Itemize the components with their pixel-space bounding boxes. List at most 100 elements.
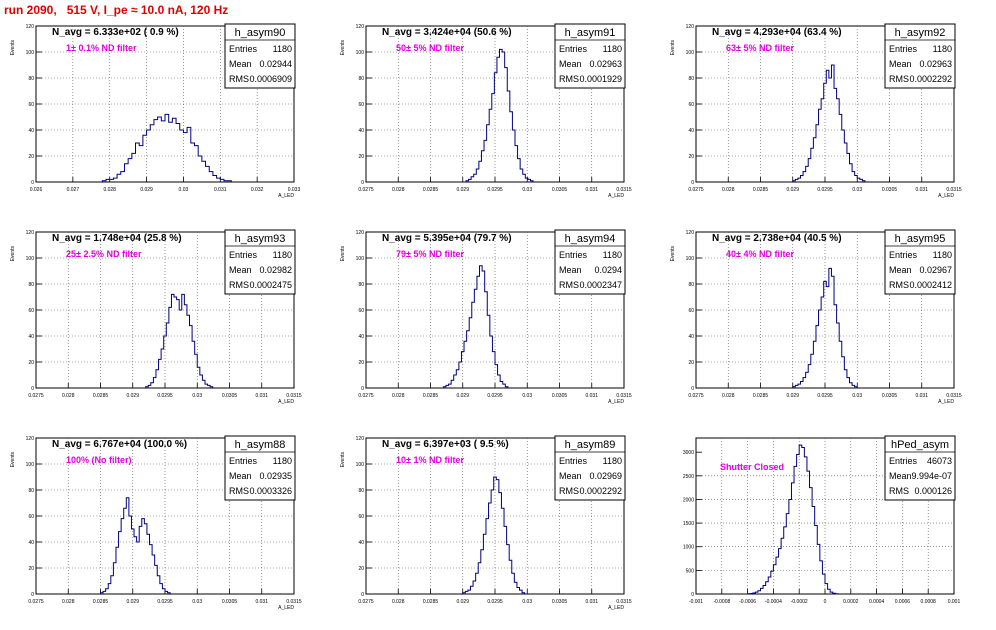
run-title: run 2090, 515 V, I_pe ≈ 10.0 nA, 120 Hz [4,3,229,17]
histogram-name: h_asym91 [565,27,616,39]
y-tick-label: 120 [26,436,35,442]
y-tick-label: 0 [361,592,364,598]
stat-value: 1180 [933,44,952,54]
histogram-series [145,293,214,388]
histogram-svg: 0.026 0.027 0.028 0.029 0.03 0.031 0.032 0.033 0… [10,23,300,199]
y-axis-label: Events [340,40,346,56]
x-axis-label: A_LED [278,399,294,405]
x-tick-label: 0.0315 [616,599,632,605]
x-tick-label: 0.031 [915,393,928,399]
navg-label: N_avg = 3.424e+04 (50.6 %) [382,27,512,38]
x-tick-label: 0 [824,599,827,605]
y-tick-label: 80 [358,488,364,494]
stat-label: Entries [889,456,918,466]
stat-label: Entries [559,250,588,260]
y-tick-label: 100 [686,256,695,262]
histogram-name: h_asym90 [235,27,286,39]
stats-box [884,435,956,501]
y-tick-label: 0 [691,180,694,186]
x-tick-label: 0.03 [852,187,862,193]
y-tick-label: 20 [358,154,364,160]
x-tick-label: 0.031 [585,393,598,399]
y-tick-label: 40 [358,540,364,546]
y-tick-label: 60 [28,514,34,520]
x-tick-label: 0.0275 [688,393,704,399]
x-tick-label: 0.031 [255,393,268,399]
histogram-svg: 0.0275 0.028 0.0285 0.029 0.0295 0.03 0.0305 0.… [10,435,302,611]
stats-box [554,23,626,89]
y-tick-label: 20 [358,360,364,366]
x-tick-label: 0.0295 [157,393,173,399]
stat-value: 1180 [933,250,952,260]
y-tick-label: 120 [686,24,695,30]
x-tick-label: 0.031 [585,599,598,605]
y-tick-label: 20 [28,566,34,572]
stat-value: 0.0001929 [579,74,622,84]
x-tick-label: 0.03 [192,599,202,605]
stat-label: Mean [559,471,582,481]
histogram-name: hPed_asym [891,439,949,451]
stat-value: 0.0002475 [249,280,292,290]
y-tick-label: 80 [358,282,364,288]
y-tick-label: 80 [28,282,34,288]
histogram-name: h_asym95 [895,233,946,245]
x-tick-label: 0.028 [722,393,735,399]
navg-label: N_avg = 5.395e+04 (79.7 %) [382,233,512,244]
filter-label: Shutter Closed [720,462,784,472]
y-tick-label: 80 [28,488,34,494]
stat-label: Entries [559,456,588,466]
x-tick-label: 0.03 [522,599,532,605]
x-tick-label: 0.028 [62,393,75,399]
histogram-series [462,476,526,594]
histogram-svg: 0.0275 0.028 0.0285 0.029 0.0295 0.03 0.0305 0.… [670,23,962,199]
histogram-svg: -0.001 -0.0008 -0.0006 -0.0004 -0.0002 0 0.000… [683,435,960,605]
y-tick-label: 100 [26,256,35,262]
x-tick-label: 0.0315 [616,187,632,193]
stat-value: 9.994e-07 [911,471,952,481]
histogram-panel: -0.001 -0.0008 -0.0006 -0.0004 -0.0002 0 0.000… [660,430,990,630]
stat-value: 1180 [273,456,292,466]
x-tick-label: 0.03 [192,393,202,399]
x-tick-label: 0.0295 [487,599,503,605]
y-axis-label: Events [340,246,346,262]
x-tick-label: 0.0008 [921,599,937,605]
stat-label: RMS [559,486,579,496]
x-tick-label: 0.028 [103,187,116,193]
histogram-panel: 0.026 0.027 0.028 0.029 0.03 0.031 0.032 0.033 0… [0,18,330,218]
x-tick-label: 0.028 [722,187,735,193]
x-tick-label: 0.0275 [358,393,374,399]
x-tick-label: 0.029 [140,187,153,193]
x-tick-label: -0.001 [689,599,703,605]
x-tick-label: 0.0295 [487,187,503,193]
x-tick-label: 0.031 [915,187,928,193]
y-tick-label: 40 [28,334,34,340]
x-axis-label: A_LED [608,399,624,405]
histogram-name: h_asym88 [235,439,286,451]
stat-label: Mean [889,471,912,481]
stat-label: Entries [889,44,918,54]
stat-value: 46073 [927,456,952,466]
y-tick-label: 60 [28,308,34,314]
y-tick-label: 120 [356,24,365,30]
y-tick-label: 3000 [683,450,694,456]
x-tick-label: 0.0295 [817,187,833,193]
histogram-name: h_asym89 [565,439,616,451]
y-tick-label: 60 [688,308,694,314]
filter-label: 100% (No filter) [66,455,132,465]
x-tick-label: 0.03 [522,187,532,193]
stat-value: 0.02963 [589,59,622,69]
y-axis-label: Events [670,40,676,56]
stat-value: 0.0006909 [249,74,292,84]
navg-label: N_avg = 4.293e+04 (63.4 %) [712,27,842,38]
histogram-panel: 0.0275 0.028 0.0285 0.029 0.0295 0.03 0.0305 0.… [330,18,660,218]
x-tick-label: 0.028 [392,393,405,399]
x-tick-label: 0.028 [392,187,405,193]
y-tick-label: 500 [686,568,695,574]
filter-label: 50± 5% ND filter [396,43,464,53]
y-tick-label: 120 [686,230,695,236]
y-tick-label: 20 [28,360,34,366]
y-tick-label: 1000 [683,545,694,551]
x-tick-label: 0.029 [456,599,469,605]
stat-label: Entries [229,44,258,54]
x-tick-label: 0.0285 [753,393,769,399]
